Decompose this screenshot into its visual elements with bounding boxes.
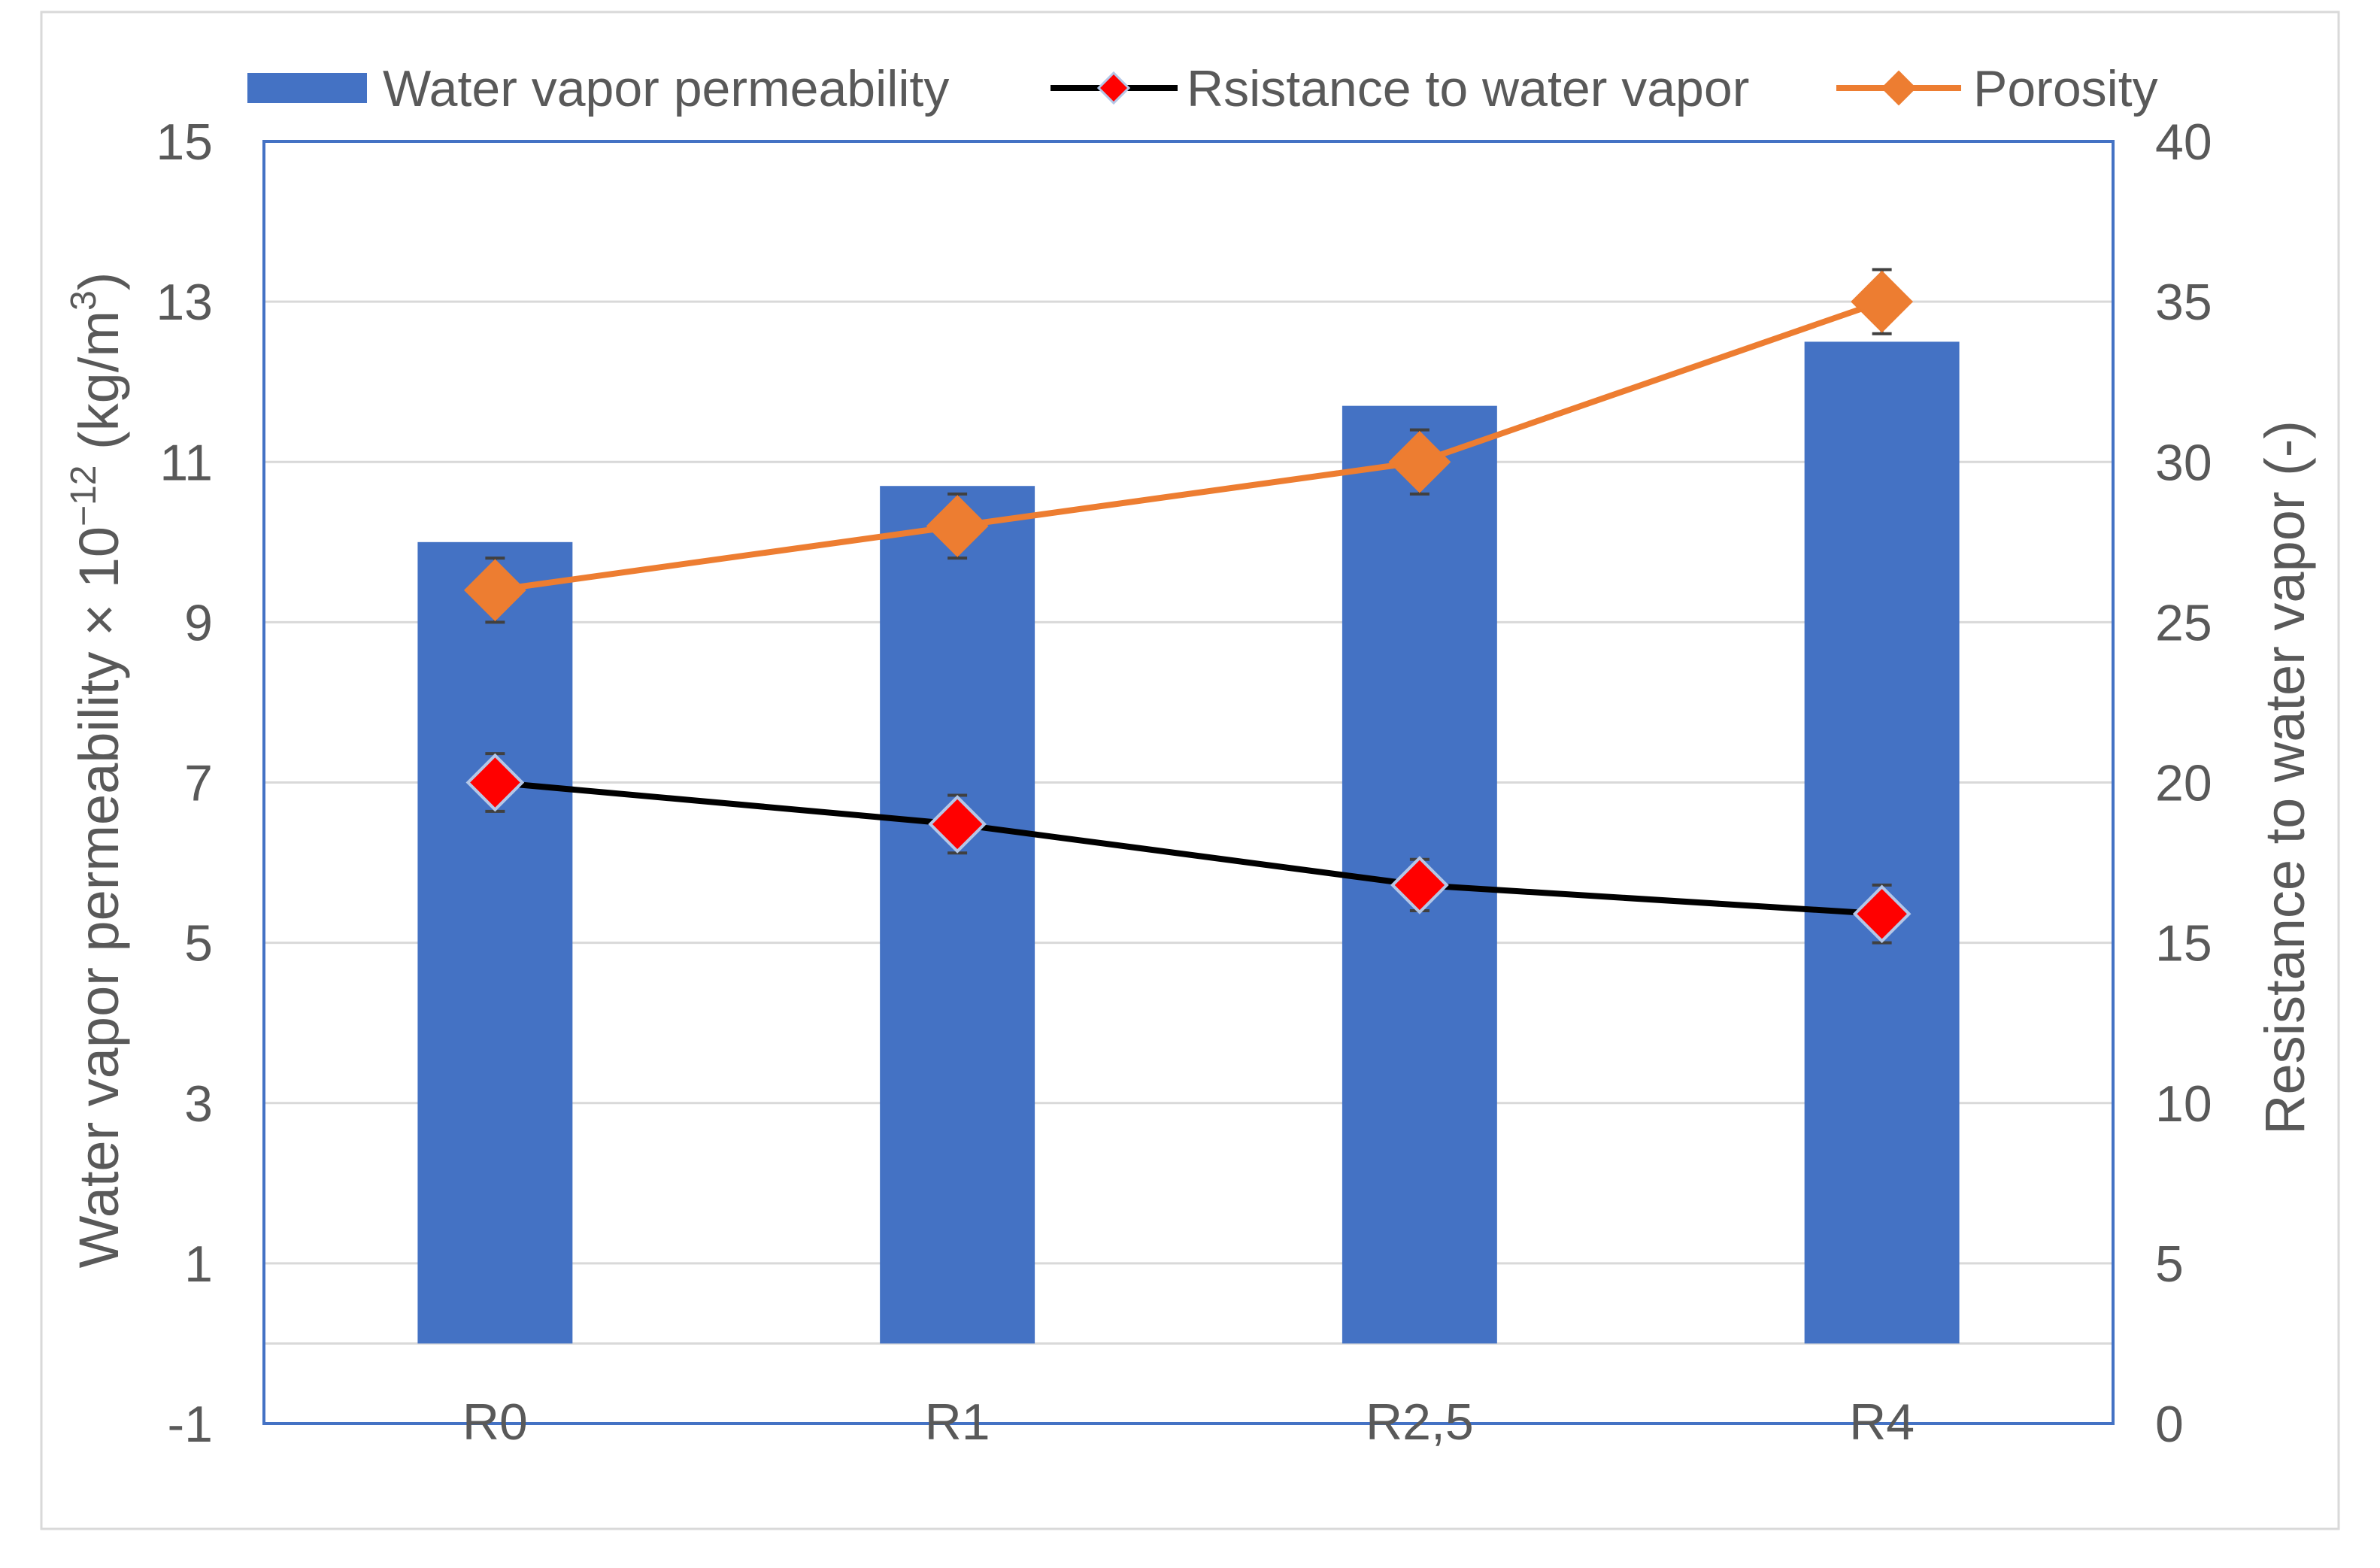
y-right-tick-label: 35 — [2155, 274, 2212, 331]
porosity-marker — [1388, 430, 1451, 493]
y-right-axis-title: Resistance to water vapor (-) — [2254, 420, 2316, 1135]
y-left-tick-label: -1 — [168, 1396, 213, 1453]
legend-label: Water vapor permeability — [383, 60, 949, 117]
y-left-tick-label: 15 — [156, 114, 213, 171]
x-category-label: R1 — [925, 1394, 990, 1451]
y-left-tick-label: 13 — [156, 274, 213, 331]
y-left-tick-label: 9 — [184, 594, 213, 651]
x-category-label: R0 — [462, 1394, 528, 1451]
rsistance-to-water-vapor-marker — [465, 753, 525, 812]
legend-item-porosity: Porosity — [1836, 60, 2158, 117]
porosity-line — [492, 299, 1885, 593]
legend-item-water-vapor-permeability: Water vapor permeability — [247, 60, 949, 117]
y-right-axis-ticks: 0 5 10 15 20 25 30 35 40 — [2155, 114, 2212, 1453]
y-right-tick-label: 0 — [2155, 1396, 2184, 1453]
y-left-title-superscript: −12 — [64, 466, 104, 526]
y-left-tick-label: 5 — [184, 915, 213, 972]
chart-area-border — [40, 11, 2340, 1530]
y-right-tick-label: 10 — [2155, 1075, 2212, 1133]
legend-diamond-marker — [1881, 70, 1917, 106]
y-left-tick-label: 11 — [159, 434, 213, 491]
y-right-tick-label: 20 — [2155, 755, 2212, 812]
legend-diamond-marker — [1096, 71, 1131, 105]
y-left-title-text: Water vapor permeability × 10 — [68, 526, 130, 1268]
legend: Water vapor permeability Rsistance to wa… — [247, 60, 2158, 117]
y-right-tick-label: 15 — [2155, 915, 2212, 972]
line-markers — [463, 270, 1914, 944]
y-left-tick-label: 7 — [184, 755, 213, 812]
y-left-title-text: (kg/m — [68, 311, 130, 466]
water-vapor-permeability-bar — [1804, 341, 1960, 1344]
porosity-marker — [1851, 270, 1914, 333]
porosity-marker — [463, 559, 526, 622]
legend-item-rsistance-to-water-vapor: Rsistance to water vapor — [1051, 60, 1749, 117]
y-left-title-text: ) — [68, 272, 130, 291]
y-right-tick-label: 25 — [2155, 594, 2212, 651]
y-left-tick-label: 1 — [184, 1236, 213, 1293]
legend-label: Porosity — [1973, 60, 2158, 117]
plot-area-border — [262, 140, 2115, 1425]
y-left-axis-title: Water vapor permeability × 10−12 (kg/m3) — [64, 272, 130, 1269]
y-right-tick-label: 5 — [2155, 1236, 2184, 1293]
rsistance-to-water-vapor-marker — [1390, 856, 1449, 914]
line-series — [492, 299, 1885, 917]
y-left-tick-label: 3 — [184, 1075, 213, 1133]
porosity-marker — [926, 495, 989, 557]
y-right-tick-label: 40 — [2155, 114, 2212, 171]
rsistance-to-water-vapor-marker — [928, 795, 987, 854]
x-axis-categories: R0 R1 R2,5 R4 — [462, 1394, 1915, 1451]
x-category-label: R4 — [1849, 1394, 1915, 1451]
y-left-title-superscript: 3 — [64, 290, 104, 311]
rsistance-to-water-vapor-line — [492, 779, 1885, 917]
legend-bar-swatch — [247, 73, 367, 103]
water-vapor-permeability-bar — [417, 541, 573, 1344]
y-right-tick-label: 30 — [2155, 434, 2212, 491]
x-category-label: R2,5 — [1366, 1394, 1474, 1451]
water-vapor-permeability-bar — [880, 486, 1035, 1344]
rsistance-to-water-vapor-marker — [1852, 884, 1912, 944]
legend-label: Rsistance to water vapor — [1187, 60, 1749, 117]
